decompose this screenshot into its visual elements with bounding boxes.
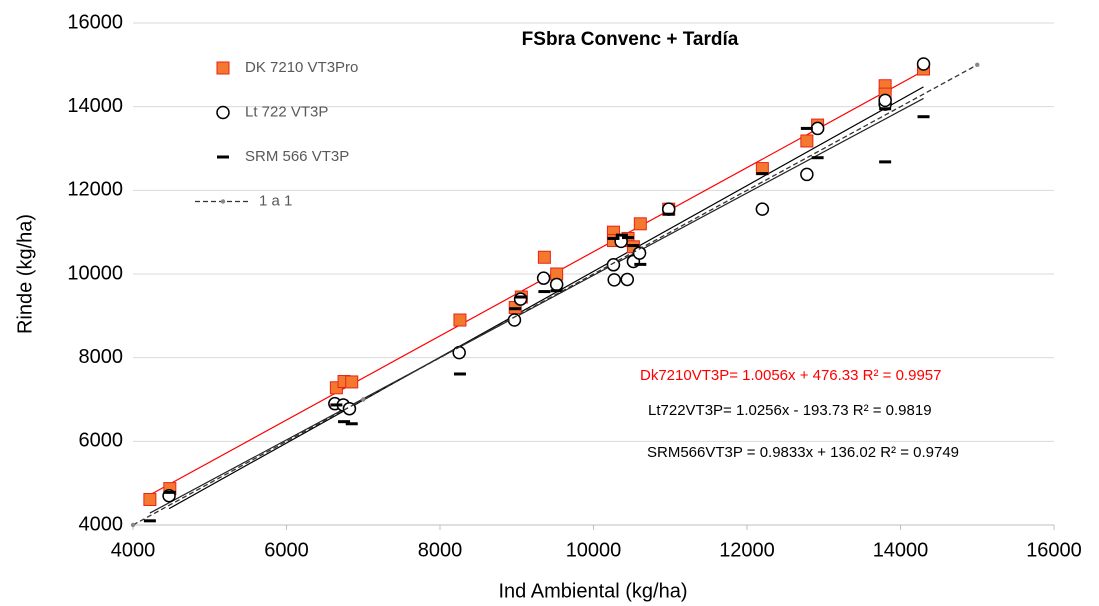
circle-point [607, 273, 621, 287]
dash-point [615, 233, 628, 237]
x-tick-label: 14000 [873, 539, 929, 561]
dash-point [515, 295, 528, 299]
series [143, 107, 930, 523]
circle-point [606, 258, 621, 272]
trendline [149, 70, 924, 496]
square-point [633, 217, 647, 231]
legend-label: Lt 722 VT3P [245, 103, 328, 120]
dash-point [879, 160, 892, 164]
trendline [168, 86, 924, 510]
equation-label: Dk7210VT3P= 1.0056x + 476.33 R² = 0.9957 [640, 367, 941, 384]
y-tick-label: 16000 [67, 11, 123, 33]
equation-label: Lt722VT3P= 1.0256x - 193.73 R² = 0.9819 [648, 402, 932, 419]
dash-point [163, 490, 176, 494]
circle-point [916, 57, 931, 71]
legend-label: SRM 566 VT3P [245, 148, 349, 165]
series [162, 57, 931, 503]
circle-point [810, 121, 825, 136]
square-point [345, 375, 359, 389]
circle-point [549, 277, 564, 292]
dash-point [622, 236, 635, 240]
square-point [800, 134, 814, 148]
x-tick-label: 8000 [418, 539, 463, 561]
dash-point [879, 107, 892, 111]
circle-point [452, 345, 466, 360]
legend-entry: SRM 566 VT3P [217, 148, 349, 165]
circle-point [536, 271, 551, 285]
dash-point [550, 289, 563, 293]
dash-point [811, 156, 824, 160]
dash-point [627, 244, 640, 248]
dash-point [756, 172, 769, 176]
legend-marker [216, 105, 230, 120]
square-point [453, 313, 467, 327]
legend-marker [217, 155, 229, 159]
dash-point [345, 422, 358, 426]
square-point [537, 250, 551, 264]
circle-point [620, 272, 635, 287]
square-point [143, 492, 157, 506]
y-tick-label: 10000 [67, 262, 123, 284]
y-tick-label: 4000 [79, 513, 124, 535]
equation-label: SRM566VT3P = 0.9833x + 136.02 R² = 0.974… [647, 444, 959, 461]
dash-point [607, 236, 620, 240]
circle-point [878, 93, 892, 108]
legend-marker [220, 199, 226, 204]
x-tick-label: 12000 [719, 539, 775, 561]
legend-entry: DK 7210 VT3Pro [216, 59, 358, 76]
x-tick-label: 10000 [566, 539, 622, 561]
circle-point [513, 292, 528, 306]
x-tick-label: 6000 [264, 539, 309, 561]
circle-point [632, 246, 647, 260]
series [130, 62, 980, 528]
identity-point [361, 397, 366, 402]
chart-title: FSbra Convenc + Tardía [522, 29, 739, 50]
x-tick-label: 4000 [111, 539, 156, 561]
identity-line [132, 64, 978, 526]
legend-entry: 1 a 1 [195, 192, 292, 209]
dash-point [453, 372, 466, 376]
legend-entry: Lt 722 VT3P [216, 103, 328, 120]
trendline [149, 97, 924, 514]
circle-point [507, 313, 522, 327]
x-axis-title: Ind Ambiental (kg/ha) [499, 580, 688, 602]
dash-point [338, 420, 351, 424]
dash-point [330, 403, 343, 407]
dash-point [662, 212, 675, 216]
dash-point [143, 519, 156, 523]
circle-point [755, 202, 770, 216]
y-tick-label: 12000 [67, 179, 123, 201]
x-tick-label: 16000 [1026, 539, 1082, 561]
identity-point [975, 62, 980, 68]
legend-label: DK 7210 VT3Pro [245, 59, 358, 76]
y-tick-label: 8000 [79, 346, 124, 368]
dash-point [917, 115, 930, 119]
y-tick-label: 6000 [79, 430, 124, 452]
dash-point [800, 126, 813, 130]
legend-label: 1 a 1 [259, 192, 292, 209]
circle-point [800, 167, 814, 182]
y-tick-label: 14000 [67, 95, 123, 117]
dash-point [634, 262, 647, 266]
dash-point [509, 307, 522, 311]
identity-point [130, 522, 136, 528]
dash-point [538, 290, 551, 294]
y-axis-title: Rinde (kg/ha) [14, 214, 36, 334]
legend-marker [216, 61, 230, 75]
